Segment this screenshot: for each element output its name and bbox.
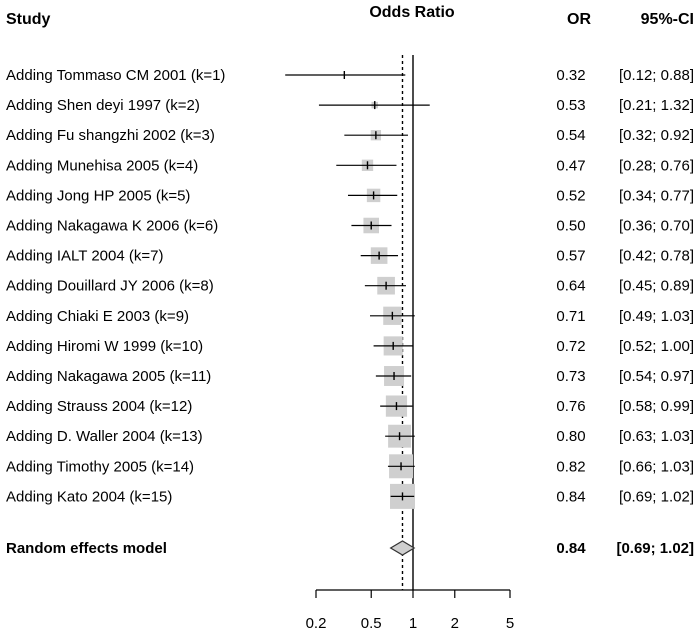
summary-or-value: 0.84 [556, 540, 586, 557]
or-value: 0.82 [556, 458, 585, 475]
or-value: 0.32 [556, 67, 585, 84]
study-row: Adding D. Waller 2004 (k=13) 0.80 [0.63; 1… [6, 424, 694, 448]
or-value: 0.53 [556, 97, 585, 114]
x-tick-label: 5 [506, 615, 514, 632]
study-row: Adding Munehisa 2005 (k=4) 0.47 [0.28; 0.7… [6, 157, 694, 174]
x-axis: 0.2 0.5 1 2 5 [306, 589, 514, 632]
or-value: 0.76 [556, 398, 585, 415]
study-label: Adding Shen deyi 1997 (k=2) [6, 97, 200, 114]
or-value: 0.64 [556, 278, 585, 295]
or-value: 0.73 [556, 368, 585, 385]
study-row: Adding Hiromi W 1999 (k=10) 0.72 [0.52; 1.… [6, 336, 694, 356]
or-value: 0.54 [556, 127, 585, 144]
study-rows: Adding Tommaso CM 2001 (k=1) 0.32 [0.12; 0… [6, 67, 694, 509]
ci-value: [0.58; 0.99] [619, 398, 694, 415]
or-value: 0.50 [556, 218, 585, 235]
odds-ratio-header: Odds Ratio [369, 4, 455, 21]
or-column-header: OR [567, 11, 591, 28]
study-label: Adding Hiromi W 1999 (k=10) [6, 338, 203, 355]
study-label: Adding Fu shangzhi 2002 (k=3) [6, 127, 215, 144]
summary-diamond [389, 540, 416, 556]
or-value: 0.47 [556, 157, 585, 174]
study-row: Adding Douillard JY 2006 (k=8) 0.64 [0.45;… [6, 276, 694, 295]
study-row: Adding Jong HP 2005 (k=5) 0.52 [0.34; 0.77… [6, 187, 694, 204]
ci-value: [0.49; 1.03] [619, 308, 694, 325]
study-row: Adding Kato 2004 (k=15) 0.84 [0.69; 1.02] [6, 483, 694, 509]
study-label: Adding D. Waller 2004 (k=13) [6, 428, 203, 445]
or-value: 0.57 [556, 248, 585, 265]
study-label: Adding Chiaki E 2003 (k=9) [6, 308, 189, 325]
x-tick-label: 2 [451, 615, 459, 632]
or-value: 0.52 [556, 187, 585, 204]
study-row: Adding Chiaki E 2003 (k=9) 0.71 [0.49; 1.0… [6, 306, 694, 325]
study-row: Adding Shen deyi 1997 (k=2) 0.53 [0.21; 1.… [6, 97, 694, 114]
study-label: Adding Timothy 2005 (k=14) [6, 458, 194, 475]
study-row: Adding IALT 2004 (k=7) 0.57 [0.42; 0.78] [6, 247, 694, 265]
summary-ci-value: [0.69; 1.02] [616, 540, 694, 557]
study-row: Adding Fu shangzhi 2002 (k=3) 0.54 [0.32; … [6, 127, 694, 144]
ci-value: [0.28; 0.76] [619, 157, 694, 174]
study-label: Adding Tommaso CM 2001 (k=1) [6, 67, 225, 84]
ci-value: [0.36; 0.70] [619, 218, 694, 235]
x-tick-label: 1 [409, 615, 417, 632]
study-row: Adding Tommaso CM 2001 (k=1) 0.32 [0.12; 0… [6, 67, 694, 84]
or-value: 0.72 [556, 338, 585, 355]
ci-value: [0.42; 0.78] [619, 248, 694, 265]
study-row: Adding Strauss 2004 (k=12) 0.76 [0.58; 0.9… [6, 395, 694, 417]
study-row: Adding Nakagawa 2005 (k=11) 0.73 [0.54; 0.… [6, 366, 694, 386]
ci-value: [0.12; 0.88] [619, 67, 694, 84]
summary-row: Random effects model 0.84 [0.69; 1.02] [6, 540, 694, 557]
study-label: Adding Nakagawa K 2006 (k=6) [6, 218, 218, 235]
study-label: Adding Nakagawa 2005 (k=11) [6, 368, 211, 385]
ci-value: [0.63; 1.03] [619, 428, 694, 445]
study-label: Adding Munehisa 2005 (k=4) [6, 157, 198, 174]
study-label: Adding Kato 2004 (k=15) [6, 488, 172, 505]
ci-value: [0.34; 0.77] [619, 187, 694, 204]
or-value: 0.80 [556, 428, 585, 445]
ci-value: [0.45; 0.89] [619, 278, 694, 295]
ci-value: [0.21; 1.32] [619, 97, 694, 114]
study-label: Adding Strauss 2004 (k=12) [6, 398, 192, 415]
summary-label: Random effects model [6, 540, 167, 557]
ci-value: [0.54; 0.97] [619, 368, 694, 385]
study-label: Adding IALT 2004 (k=7) [6, 248, 163, 265]
or-value: 0.84 [556, 488, 585, 505]
x-tick-label: 0.5 [361, 615, 382, 632]
ci-value: [0.69; 1.02] [619, 488, 694, 505]
study-label: Adding Douillard JY 2006 (k=8) [6, 278, 214, 295]
x-tick-label: 0.2 [306, 615, 327, 632]
study-label: Adding Jong HP 2005 (k=5) [6, 187, 190, 204]
plot-header: Study Odds Ratio OR 95%-CI [6, 4, 694, 28]
or-value: 0.71 [556, 308, 585, 325]
ci-column-header: 95%-CI [641, 11, 694, 28]
ci-value: [0.66; 1.03] [619, 458, 694, 475]
study-row: Adding Timothy 2005 (k=14) 0.82 [0.66; 1.0… [6, 454, 694, 479]
study-column-header: Study [6, 11, 51, 28]
ci-value: [0.32; 0.92] [619, 127, 694, 144]
study-row: Adding Nakagawa K 2006 (k=6) 0.50 [0.36; 0… [6, 218, 694, 235]
ci-value: [0.52; 1.00] [619, 338, 694, 355]
